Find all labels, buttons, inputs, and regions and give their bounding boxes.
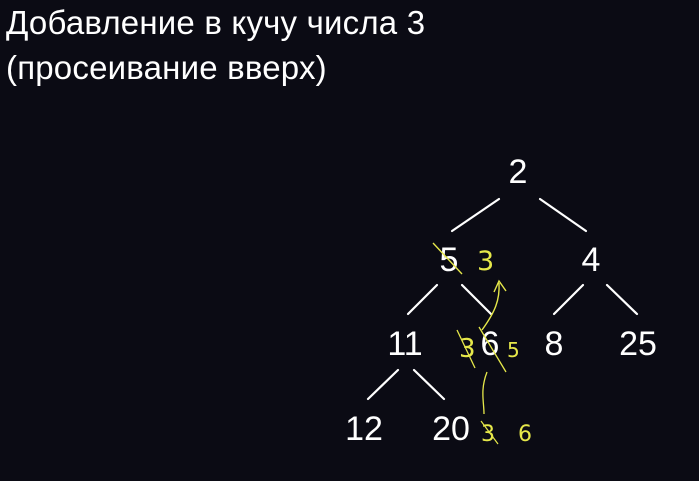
strike-node-5 xyxy=(432,242,463,275)
arrow-up-icon xyxy=(481,282,500,331)
edge-4-25 xyxy=(605,283,639,316)
strike-value-3 xyxy=(456,329,476,369)
annotation-swap-top: 3 xyxy=(477,246,494,277)
node-level2-d: 25 xyxy=(619,325,657,363)
edge-11-20 xyxy=(412,368,446,401)
tree-nodes: 2 5 4 11 6 8 25 12 20 xyxy=(345,153,657,448)
strike-value-3-bottom xyxy=(480,420,499,445)
annotation-new-value: 3 xyxy=(481,422,495,447)
title-line-2: (просеивание вверх) xyxy=(6,49,327,86)
sift-up-annotations: 3 3 5 3 6 xyxy=(432,242,532,447)
annotation-swap-middle: 5 xyxy=(507,338,520,362)
title-line-1: Добавление в кучу числа 3 xyxy=(6,4,426,41)
link-down-curve xyxy=(482,371,488,415)
node-level2-a: 11 xyxy=(387,325,422,363)
edge-11-12 xyxy=(366,368,400,401)
strike-node-6 xyxy=(478,326,507,373)
annotation-new-value-replaced: 6 xyxy=(518,422,532,447)
node-level2-c: 8 xyxy=(545,325,564,363)
arrow-head xyxy=(493,279,507,293)
slide-title: Добавление в кучу числа 3 (просеивание в… xyxy=(6,0,425,90)
edge-2-5 xyxy=(450,197,501,233)
node-level1-right: 4 xyxy=(582,241,601,279)
node-level3-a: 12 xyxy=(345,410,383,448)
node-level3-b: 20 xyxy=(432,410,470,448)
tree-edges xyxy=(366,197,639,401)
node-root: 2 xyxy=(509,153,528,191)
edge-2-4 xyxy=(538,197,588,233)
edge-4-8 xyxy=(552,283,585,316)
edge-5-6 xyxy=(460,283,493,316)
edge-5-11 xyxy=(406,283,439,316)
